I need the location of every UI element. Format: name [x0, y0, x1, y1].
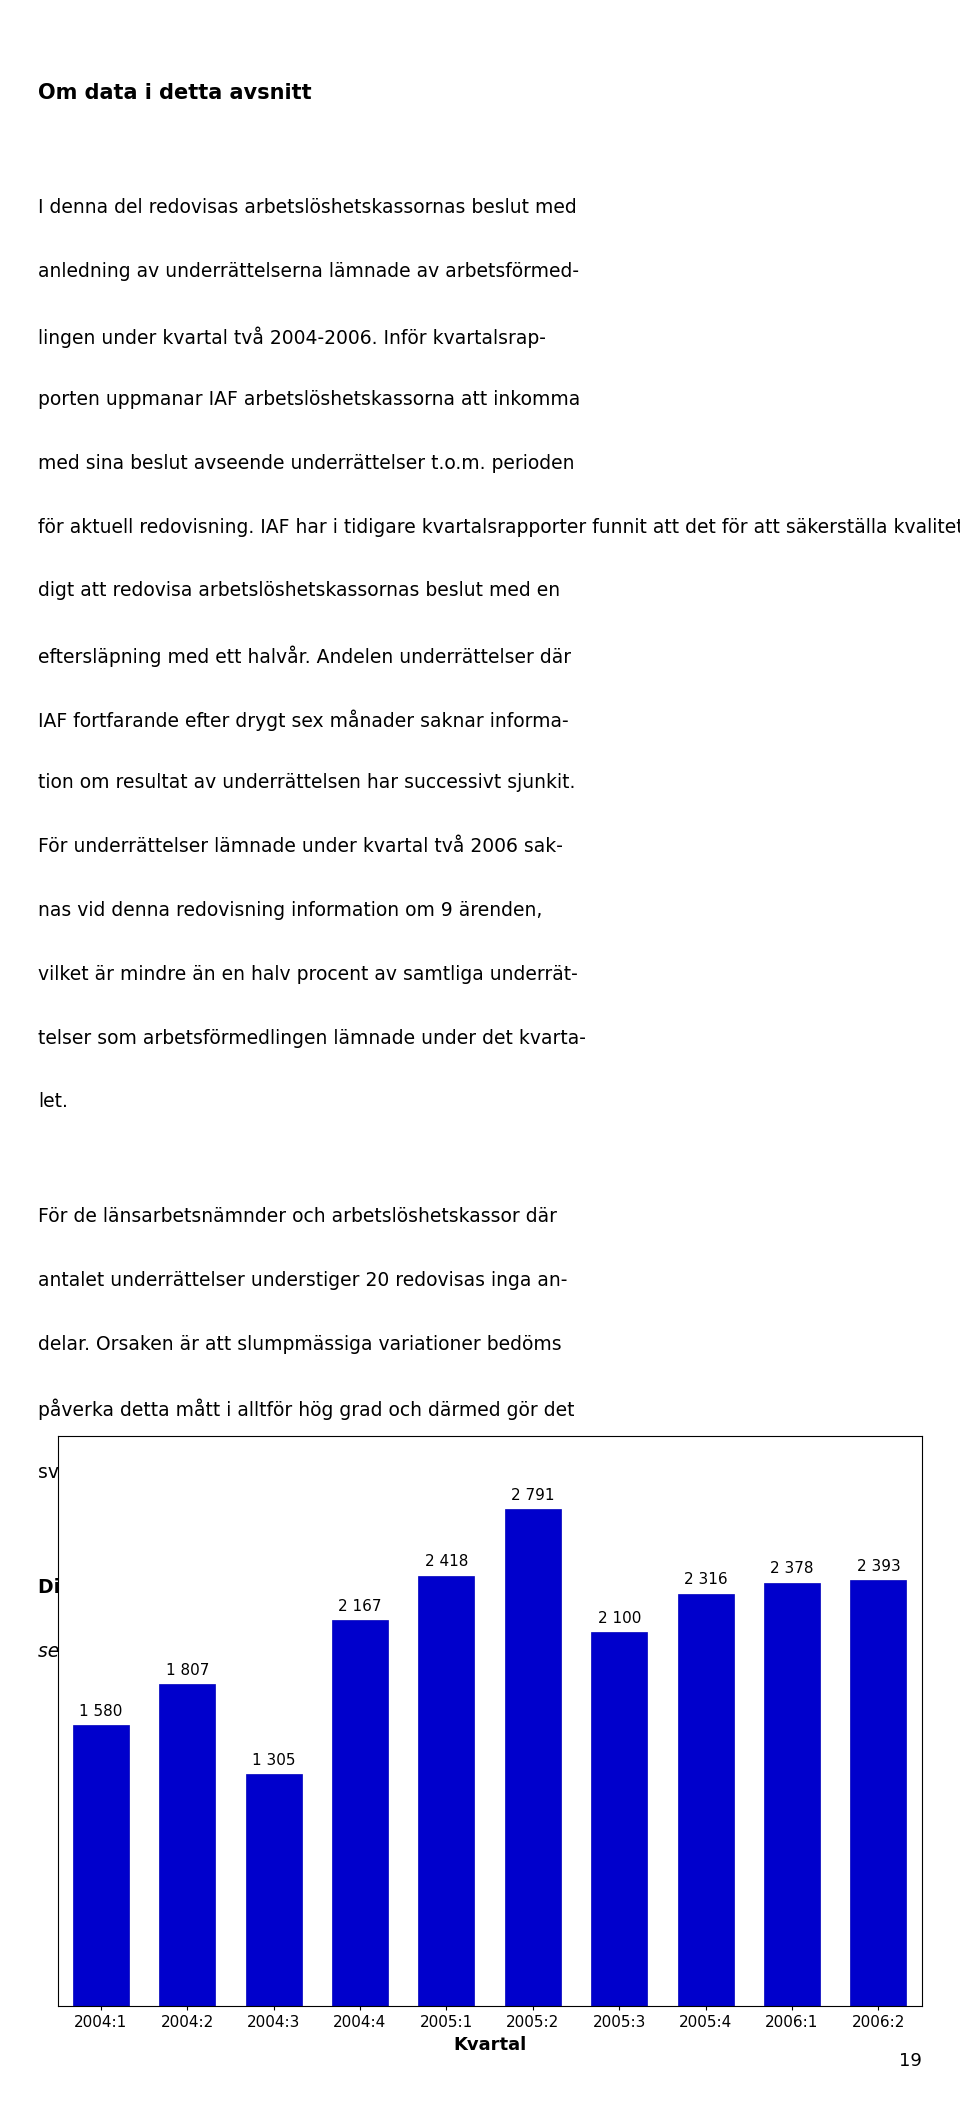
Text: 1 807: 1 807 — [165, 1662, 209, 1679]
Text: 1 305: 1 305 — [252, 1753, 296, 1768]
Text: nas vid denna redovisning information om 9 ärenden,: nas vid denna redovisning information om… — [38, 902, 542, 921]
Text: porten uppmanar IAF arbetslöshetskassorna att inkomma: porten uppmanar IAF arbetslöshetskassorn… — [38, 391, 581, 410]
Text: 2 316: 2 316 — [684, 1573, 728, 1588]
Bar — [159, 1685, 215, 2006]
Text: I denna del redovisas arbetslöshetskassornas beslut med: I denna del redovisas arbetslöshetskasso… — [38, 199, 577, 218]
Text: lingen under kvartal två 2004-2006. Inför kvartalsrap-: lingen under kvartal två 2004-2006. Infö… — [38, 325, 546, 348]
Bar — [851, 1580, 906, 2006]
Text: svårt att dra relevanta slutsatser.: svårt att dra relevanta slutsatser. — [38, 1464, 353, 1483]
Text: telser som arbetsförmedlingen lämnade under det kvarta-: telser som arbetsförmedlingen lämnade un… — [38, 1029, 587, 1048]
Text: digt att redovisa arbetslöshetskassornas beslut med en: digt att redovisa arbetslöshetskassornas… — [38, 581, 561, 600]
Text: Diagram 4:: Diagram 4: — [38, 1578, 156, 1597]
Text: eftersläpning med ett halvår. Andelen underrättelser där: eftersläpning med ett halvår. Andelen un… — [38, 646, 571, 667]
Bar — [246, 1774, 301, 2006]
Text: 2 791: 2 791 — [511, 1487, 555, 1504]
Text: vilket är mindre än en halv procent av samtliga underrät-: vilket är mindre än en halv procent av s… — [38, 965, 578, 984]
Text: Antal underrättelser om ifrågasatt ersättningsrätt, tids-: Antal underrättelser om ifrågasatt ersät… — [147, 1578, 674, 1599]
Text: antalet underrättelser understiger 20 redovisas inga an-: antalet underrättelser understiger 20 re… — [38, 1271, 567, 1290]
Text: tion om resultat av underrättelsen har successivt sjunkit.: tion om resultat av underrättelsen har s… — [38, 773, 576, 792]
Text: 2 378: 2 378 — [770, 1561, 814, 1576]
Text: påverka detta mått i alltför hög grad och därmed gör det: påverka detta mått i alltför hög grad oc… — [38, 1398, 575, 1421]
Text: 2 418: 2 418 — [424, 1554, 468, 1569]
Bar — [419, 1576, 474, 2006]
Bar — [764, 1582, 820, 2006]
Bar — [678, 1595, 733, 2006]
Text: IAF fortfarande efter drygt sex månader saknar informa-: IAF fortfarande efter drygt sex månader … — [38, 710, 569, 731]
Text: för aktuell redovisning. IAF har i tidigare kvartalsrapporter funnit att det för: för aktuell redovisning. IAF har i tidig… — [38, 517, 960, 536]
Text: med sina beslut avseende underrättelser t.o.m. perioden: med sina beslut avseende underrättelser … — [38, 454, 575, 473]
Text: serie kvartal ett 2004 – kvartal två 2006: serie kvartal ett 2004 – kvartal två 200… — [38, 1641, 418, 1660]
Bar — [591, 1633, 647, 2006]
Text: 2 100: 2 100 — [597, 1611, 641, 1626]
Bar — [73, 1726, 129, 2006]
Text: För de länsarbetsnämnder och arbetslöshetskassor där: För de länsarbetsnämnder och arbetslöshe… — [38, 1208, 558, 1227]
Text: 19: 19 — [899, 2051, 922, 2070]
Text: anledning av underrättelserna lämnade av arbetsförmed-: anledning av underrättelserna lämnade av… — [38, 262, 580, 281]
Text: För underrättelser lämnade under kvartal två 2006 sak-: För underrättelser lämnade under kvartal… — [38, 836, 564, 855]
Text: 1 580: 1 580 — [79, 1704, 123, 1719]
Text: delar. Orsaken är att slumpmässiga variationer bedöms: delar. Orsaken är att slumpmässiga varia… — [38, 1335, 562, 1354]
Bar — [505, 1510, 561, 2006]
Text: 2 167: 2 167 — [338, 1599, 382, 1614]
Text: let.: let. — [38, 1092, 68, 1111]
X-axis label: Kvartal: Kvartal — [453, 2036, 526, 2055]
Bar — [332, 1620, 388, 2006]
Text: Om data i detta avsnitt: Om data i detta avsnitt — [38, 82, 312, 103]
Text: 2 393: 2 393 — [856, 1559, 900, 1573]
